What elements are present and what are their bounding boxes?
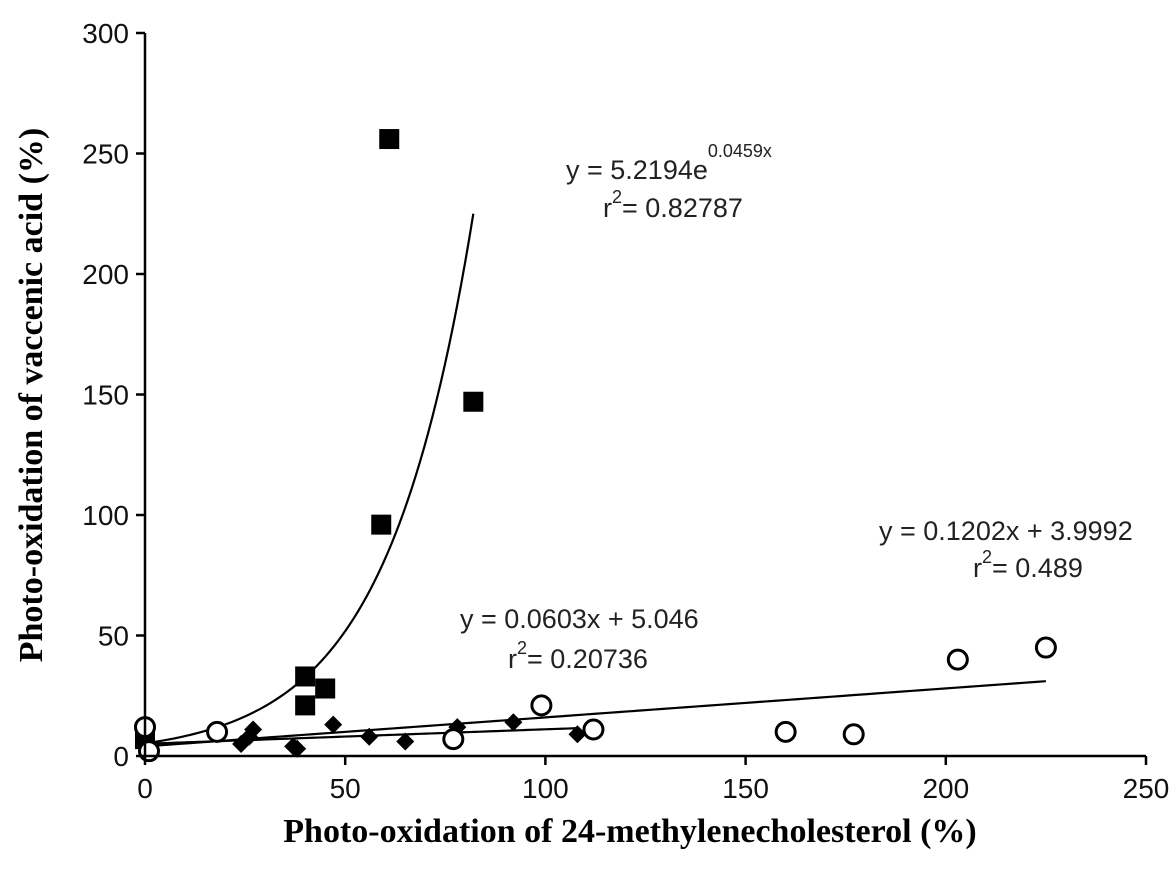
point-square	[295, 695, 316, 716]
point-square	[315, 678, 336, 699]
y-axis-title: Photo-oxidation of vaccenic acid (%)	[13, 128, 50, 663]
point-circle	[582, 718, 605, 741]
equation-exp-main: y = 5.2194e	[566, 155, 708, 185]
equation-lin1-main: y = 0.0603x + 5.046	[460, 604, 699, 634]
point-square	[295, 666, 316, 687]
point-diamond	[396, 732, 415, 751]
equation-lin1-r2-prefix: r	[508, 644, 517, 674]
equation-lin2-main: y = 0.1202x + 3.9992	[879, 516, 1133, 546]
equation-lin2-r2-sup: 2	[982, 547, 992, 567]
y-tick-label: 100	[82, 500, 129, 531]
y-tick-label: 250	[82, 139, 129, 170]
point-circle	[842, 723, 865, 746]
point-diamond	[244, 720, 263, 739]
point-circle	[138, 740, 161, 763]
y-tick-label: 50	[98, 621, 129, 652]
equation-exp-exponent: 0.0459x	[708, 141, 772, 161]
svg-text:r2= 0.489: r2= 0.489	[973, 547, 1083, 583]
x-axis-ticks: 0 50 100 150 200 250	[137, 756, 1169, 804]
x-tick-label: 50	[330, 773, 361, 804]
x-tick-label: 200	[922, 773, 969, 804]
equation-linear-diamond: y = 0.0603x + 5.046 r2= 0.20736	[460, 604, 699, 674]
trendline-linear-2	[144, 680, 1046, 748]
equation-lin1-r2-sup: 2	[517, 638, 527, 658]
y-tick-label: 0	[113, 741, 129, 772]
point-circle	[946, 648, 969, 671]
equation-exp-r2-sup: 2	[612, 187, 622, 207]
point-circle	[1034, 636, 1057, 659]
x-tick-label: 100	[522, 773, 569, 804]
equation-exp-r2-prefix: r	[603, 193, 612, 223]
svg-text:y = 5.2194e0.0459x: y = 5.2194e0.0459x	[566, 141, 772, 185]
point-diamond	[324, 715, 343, 734]
point-circle	[774, 720, 797, 743]
y-tick-label: 300	[82, 18, 129, 49]
equation-exponential: y = 5.2194e0.0459x r2= 0.82787	[566, 141, 772, 223]
point-circle	[206, 720, 229, 743]
point-circle	[530, 694, 553, 717]
point-square	[371, 514, 392, 535]
point-circle	[442, 728, 465, 751]
x-tick-label: 250	[1123, 773, 1170, 804]
y-tick-label: 150	[82, 380, 129, 411]
svg-text:r2= 0.20736: r2= 0.20736	[508, 638, 648, 674]
point-diamond	[288, 739, 307, 758]
equation-lin2-r2-value: = 0.489	[992, 553, 1083, 583]
svg-text:r2= 0.82787: r2= 0.82787	[603, 187, 743, 223]
equation-linear-circle: y = 0.1202x + 3.9992 r2= 0.489	[879, 516, 1133, 583]
x-axis-title: Photo-oxidation of 24-methylenecholester…	[283, 813, 976, 850]
equation-exp-r2-value: = 0.82787	[622, 193, 743, 223]
point-diamond	[504, 713, 523, 732]
point-square	[379, 129, 400, 150]
y-axis-ticks: 0 50 100 150 200 250 300	[82, 18, 145, 772]
point-diamond	[360, 727, 379, 746]
equation-lin1-r2-value: = 0.20736	[527, 644, 648, 674]
equation-lin2-r2-prefix: r	[973, 553, 982, 583]
y-tick-label: 200	[82, 259, 129, 290]
point-diamond	[568, 725, 587, 744]
x-tick-label: 150	[722, 773, 769, 804]
trendline-exponential-0	[144, 213, 475, 745]
point-square	[463, 391, 484, 412]
x-tick-label: 0	[137, 773, 153, 804]
